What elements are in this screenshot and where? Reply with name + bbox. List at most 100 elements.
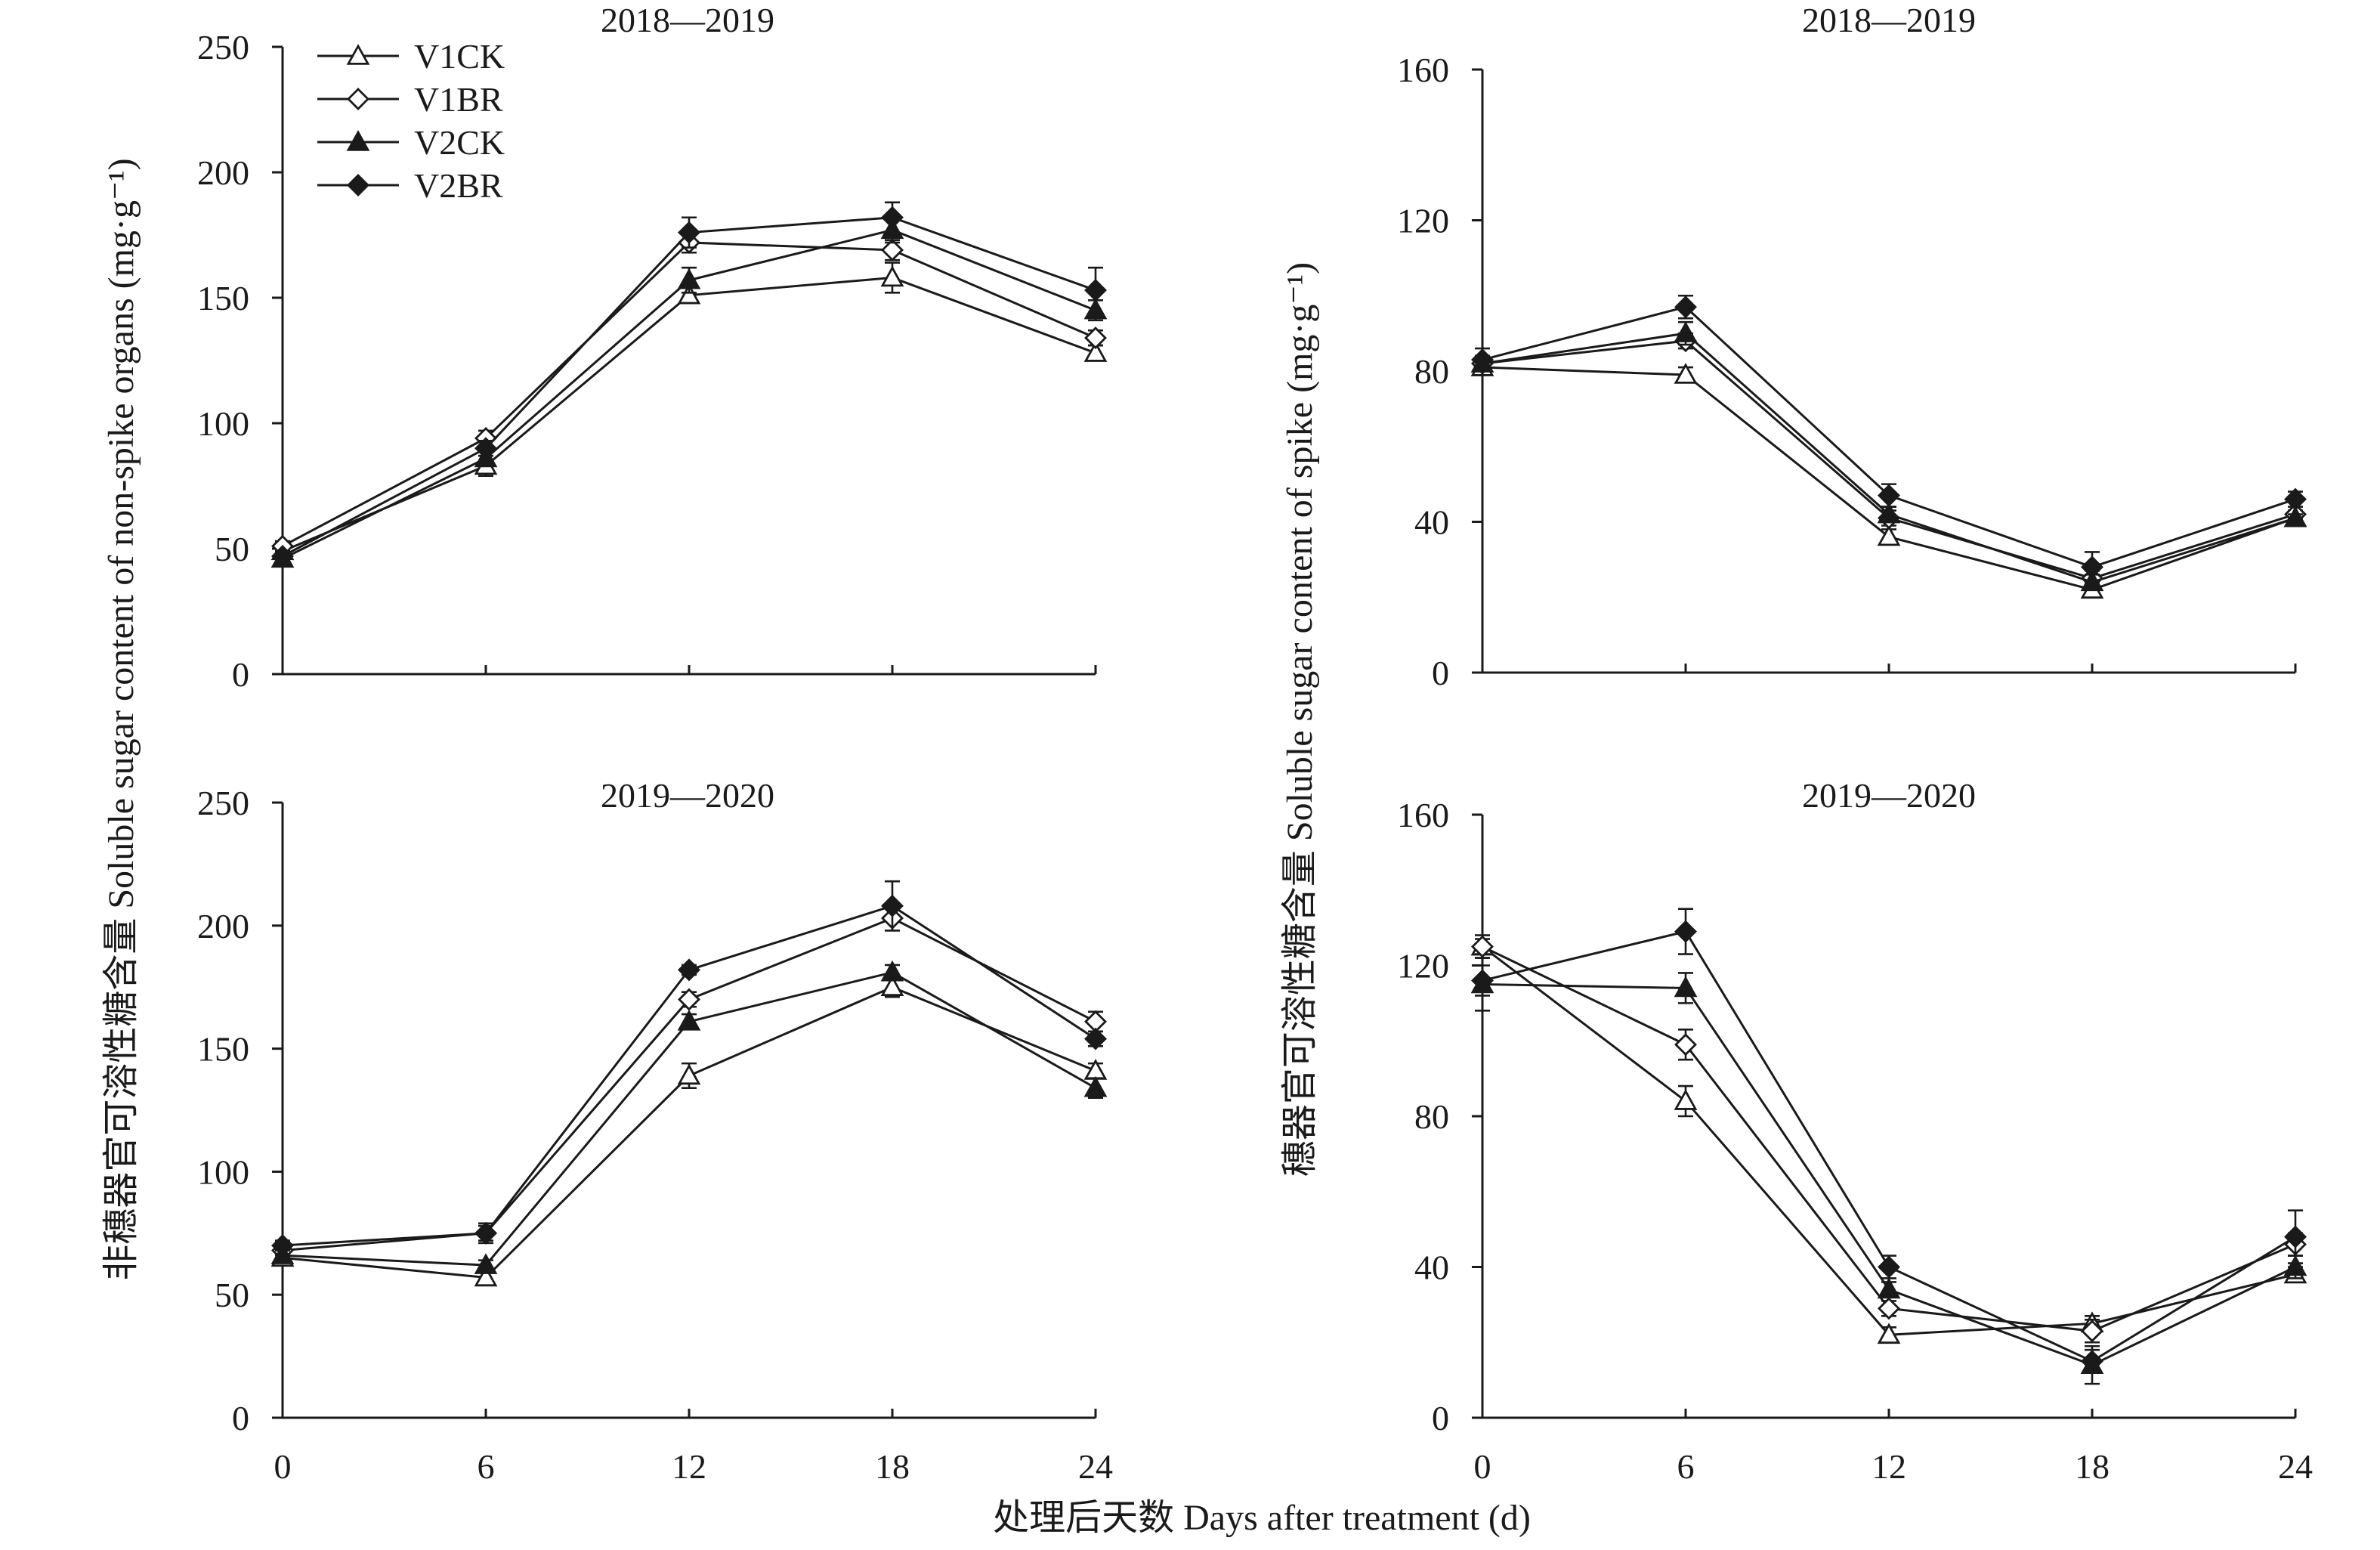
data-point (1083, 341, 1108, 362)
y-tick-label: 0 (232, 1399, 249, 1437)
data-point (2284, 1225, 2307, 1248)
data-point (2081, 1320, 2103, 1343)
y-tick-label: 40 (1414, 503, 1449, 542)
data-point (2081, 555, 2103, 579)
series-v1br (1471, 329, 2307, 590)
y-tick-label: 50 (215, 1276, 249, 1314)
y-tick-label: 160 (1397, 796, 1449, 834)
series-v1ck (270, 261, 1108, 561)
legend-label: V2CK (414, 123, 505, 162)
chart-panel-4: 0 40 80 120 160 0 6 12 18 24 2019—2020 (1397, 776, 2313, 1486)
series-line (282, 276, 1096, 552)
y-tick-label: 0 (1432, 654, 1449, 692)
data-point (1878, 484, 1900, 507)
y-axis-title-left: 非穗器官可溶性糖含量 Soluble sugar content of non-… (101, 158, 141, 1280)
data-point (474, 1253, 498, 1274)
legend-item-v1ck: V1CK (317, 37, 505, 76)
data-point (880, 975, 904, 996)
panel-title: 2018—2019 (601, 1, 774, 39)
x-tick-label: 18 (2075, 1447, 2110, 1486)
data-point (1674, 976, 1698, 998)
data-point (678, 988, 700, 1011)
x-tick-label: 24 (2278, 1447, 2313, 1486)
y-tick-label: 150 (197, 279, 249, 317)
data-point (1084, 326, 1107, 350)
y-tick-label: 150 (197, 1030, 249, 1069)
y-tick-label: 120 (1397, 202, 1449, 240)
data-point (1877, 524, 1901, 546)
data-point (1084, 1027, 1107, 1050)
legend-marker (346, 44, 370, 65)
data-point (1471, 969, 1494, 992)
data-point (881, 894, 904, 917)
data-point (2284, 487, 2307, 511)
data-point (2081, 1350, 2103, 1373)
data-point (1674, 920, 1697, 943)
data-point (1674, 1089, 1698, 1110)
panel-title: 2019—2020 (1802, 776, 1976, 815)
data-point (880, 265, 904, 287)
data-point (1674, 363, 1698, 384)
legend-marker (346, 130, 370, 151)
y-tick-label: 80 (1414, 352, 1449, 391)
data-point (1877, 502, 1901, 524)
x-axis-title: 处理后天数 Days after treatment (d) (993, 1498, 1531, 1538)
y-tick-label: 250 (197, 28, 249, 67)
chart-panel-1: 0 50 100 150 200 250 2018—2019 (197, 1, 1108, 694)
series-v2br (271, 201, 1107, 568)
data-point (271, 1234, 294, 1258)
data-point (1877, 1323, 1901, 1344)
panel-title: 2018—2019 (1802, 1, 1976, 39)
data-point (1084, 279, 1107, 302)
legend-label: V1BR (414, 80, 503, 119)
data-point (2283, 506, 2307, 527)
data-point (1674, 321, 1698, 342)
data-point (1878, 1297, 1900, 1320)
data-point (474, 437, 497, 460)
series-v1ck (1470, 355, 2307, 599)
data-point (1674, 1033, 1697, 1057)
data-point (678, 958, 700, 982)
legend-label: V2BR (414, 166, 503, 205)
data-point (1471, 348, 1494, 372)
series-v2ck (270, 216, 1108, 568)
y-tick-label: 160 (1397, 51, 1449, 89)
x-tick-label: 6 (478, 1447, 495, 1486)
data-point (1878, 1255, 1900, 1279)
data-point (271, 544, 294, 568)
y-tick-label: 0 (232, 655, 249, 694)
y-tick-label: 200 (197, 153, 249, 192)
data-point (678, 221, 700, 244)
legend-label: V1CK (414, 37, 505, 76)
chart-panel-2: 0 40 80 120 160 2018—2019 (1397, 1, 2307, 692)
data-point (881, 206, 904, 229)
series-v2br (1471, 908, 2307, 1374)
data-point (1877, 1277, 1901, 1299)
x-tick-label: 12 (672, 1447, 706, 1486)
legend-item-v2br: V2BR (317, 166, 503, 205)
data-point (1674, 295, 1697, 319)
x-tick-label: 6 (1677, 1447, 1695, 1486)
legend-item-v1br: V1BR (317, 80, 503, 119)
y-tick-label: 200 (197, 907, 249, 945)
chart-panels: 0501001502002502018—2019040801201602018—… (197, 1, 2313, 1486)
legend-marker (347, 174, 369, 196)
y-tick-label: 40 (1414, 1248, 1449, 1287)
data-point (880, 960, 904, 982)
data-point (881, 238, 904, 261)
data-point (677, 1063, 701, 1085)
x-tick-label: 0 (274, 1447, 292, 1486)
series-v2ck (1470, 957, 2307, 1385)
x-tick-label: 24 (1078, 1447, 1113, 1486)
y-tick-label: 0 (1432, 1399, 1449, 1437)
series-line (282, 985, 1096, 1279)
y-tick-label: 80 (1414, 1097, 1449, 1136)
data-point (474, 1265, 498, 1287)
data-point (677, 1009, 701, 1031)
series-v2br (1471, 294, 2307, 583)
data-point (1471, 935, 1494, 958)
data-point (677, 268, 701, 289)
y-tick-label: 100 (197, 1152, 249, 1191)
data-point (677, 283, 701, 305)
